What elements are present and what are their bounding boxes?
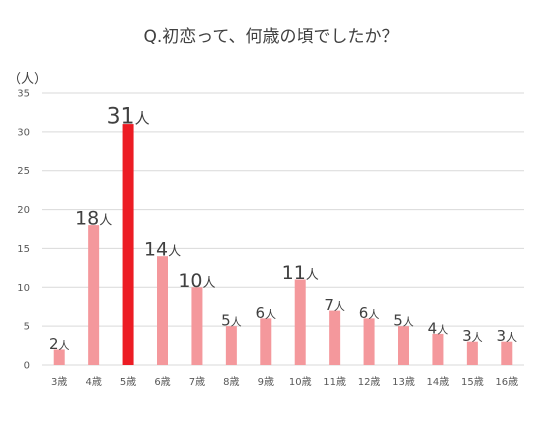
y-tick-label: 10 — [17, 283, 30, 294]
bar — [501, 341, 513, 365]
x-tick-label: 14歳 — [427, 376, 450, 388]
x-tick-label: 11歳 — [323, 376, 346, 388]
bar — [191, 287, 203, 365]
x-tick-label: 9歳 — [258, 376, 274, 388]
bar — [466, 341, 478, 365]
y-tick-label: 0 — [24, 361, 30, 372]
bar — [88, 225, 100, 365]
data-label: 3人 — [497, 327, 518, 345]
bar — [363, 318, 375, 365]
data-label: 6人 — [256, 304, 277, 322]
data-label: 5人 — [221, 312, 242, 330]
x-tick-label: 15歳 — [461, 376, 484, 388]
data-label: 7人 — [324, 296, 345, 314]
y-tick-label: 20 — [17, 205, 30, 216]
y-tick-label: 15 — [17, 244, 30, 255]
data-label: 5人 — [393, 312, 414, 330]
data-label: 3人 — [462, 327, 483, 345]
data-label: 4人 — [428, 319, 449, 337]
data-label: 14人 — [144, 239, 181, 261]
chart-title: Q.初恋って、何歳の頃でしたか？ — [143, 27, 399, 47]
x-tick-label: 5歳 — [120, 376, 136, 388]
x-tick-label: 3歳 — [51, 376, 67, 388]
y-tick-label: 35 — [17, 89, 30, 100]
y-tick-label: 25 — [17, 166, 30, 177]
data-label: 31人 — [107, 105, 150, 130]
bar — [260, 318, 272, 365]
x-axis-ticks: 3歳 4歳 5歳 6歳 7歳 8歳 9歳 10歳 11歳 12歳 13歳 14歳 15歳 16歳 — [51, 376, 518, 388]
bar — [157, 256, 168, 365]
bar — [432, 333, 444, 365]
data-label: 18人 — [75, 208, 112, 230]
x-tick-label: 8歳 — [223, 376, 239, 388]
y-axis-ticks: 0 5 10 15 20 25 30 35 — [17, 89, 30, 372]
data-label: 2人 — [49, 335, 70, 353]
data-labels: 2人 18人 31人 14人 10人 5人 6人 11人 7人 6人 5人 4人 3人 3人 — [49, 105, 517, 353]
bar — [225, 326, 237, 365]
y-tick-label: 5 — [24, 322, 30, 333]
x-tick-label: 10歳 — [289, 376, 312, 388]
y-tick-label: 30 — [17, 127, 30, 138]
data-label: 10人 — [178, 270, 215, 292]
bar — [294, 279, 306, 365]
data-label: 11人 — [282, 262, 319, 284]
grid-lines — [42, 92, 524, 366]
bar — [329, 310, 341, 365]
x-tick-label: 7歳 — [189, 376, 205, 388]
x-tick-label: 6歳 — [154, 376, 170, 388]
data-label: 6人 — [359, 304, 380, 322]
x-tick-label: 13歳 — [392, 376, 415, 388]
bar — [122, 124, 134, 365]
bars — [53, 124, 513, 365]
bar — [398, 326, 409, 365]
x-tick-label: 16歳 — [495, 376, 518, 388]
x-tick-label: 12歳 — [358, 376, 381, 388]
bar — [53, 349, 65, 365]
y-axis-unit-label: （人） — [8, 72, 48, 87]
x-tick-label: 4歳 — [85, 376, 101, 388]
